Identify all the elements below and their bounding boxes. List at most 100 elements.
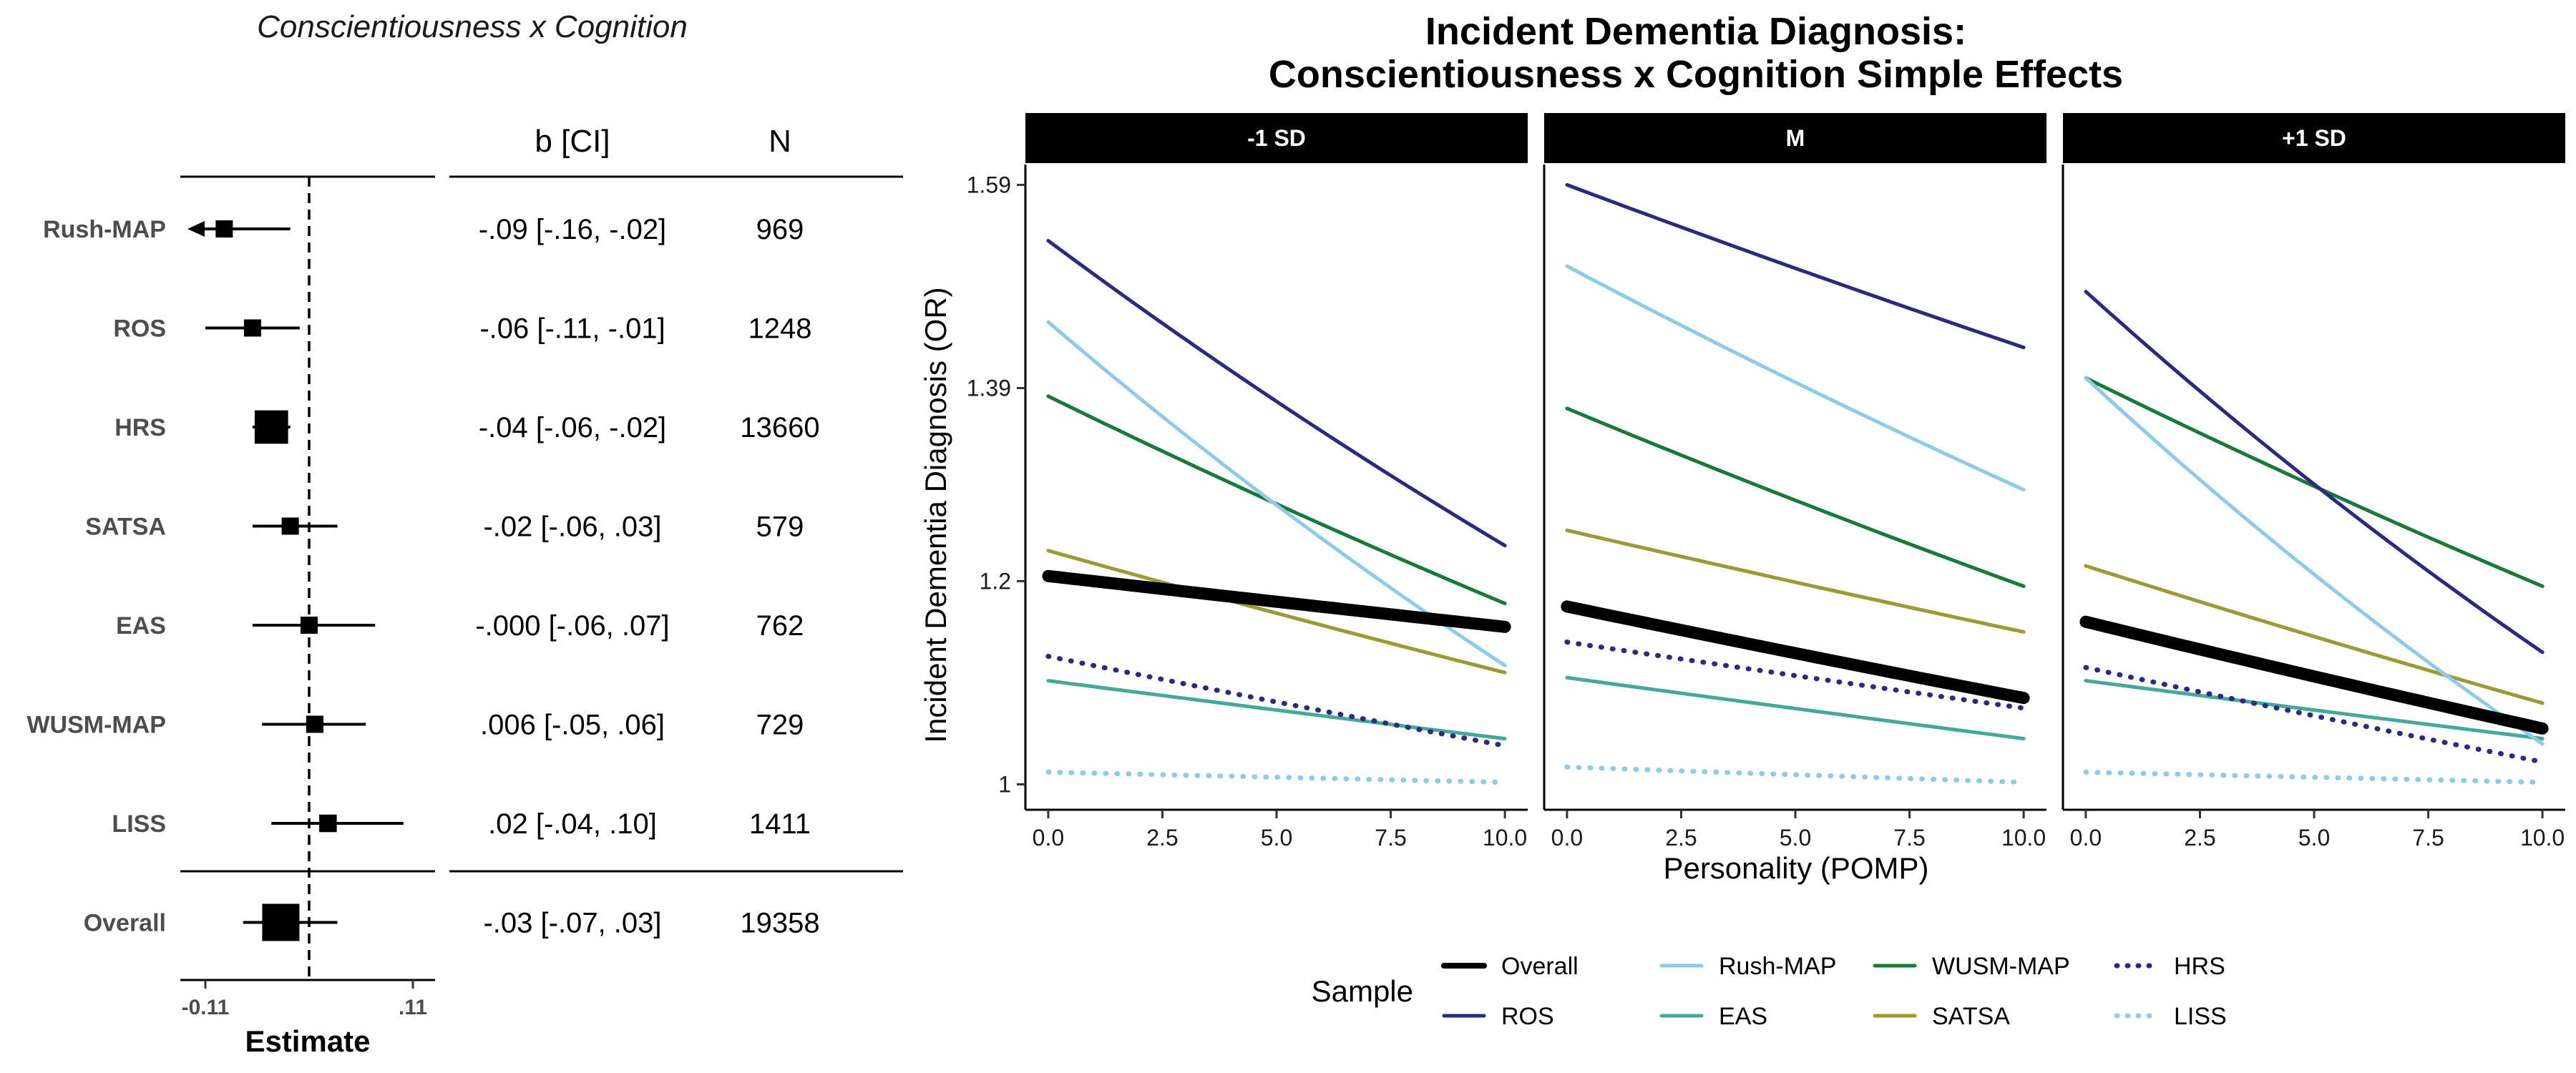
y-tick-label: 1.59	[967, 172, 1011, 197]
series-line-eas	[1046, 679, 1507, 741]
series-line-ros	[1046, 239, 1507, 548]
legend-label: Rush-MAP	[1719, 953, 1836, 980]
x-tick-label: 2.5	[2184, 825, 2215, 851]
forest-row-n: 579	[756, 511, 804, 543]
forest-row-label: SATSA	[85, 514, 166, 541]
chart-subtitle: Conscientiousness x Cognition Simple Eff…	[1269, 53, 2123, 96]
x-tick-label: 0.0	[2070, 825, 2102, 851]
legend-label: EAS	[1719, 1003, 1767, 1030]
forest-row-label: EAS	[116, 612, 166, 640]
series-line-overall	[2079, 615, 2549, 735]
forest-estimate-point	[243, 319, 261, 337]
forest-xaxis-label: Estimate	[245, 1024, 370, 1058]
facet-strip	[1025, 113, 1528, 163]
series-line-ros	[1565, 182, 2026, 350]
forest-row-label: Rush-MAP	[43, 216, 166, 243]
forest-estimate-point	[254, 410, 288, 444]
forest-row-estimate-text: .02 [-.04, .10]	[488, 808, 657, 840]
forest-x-tick-label: -0.11	[182, 996, 230, 1019]
forest-row-n: 1411	[749, 808, 811, 840]
x-tick-label: 5.0	[1780, 825, 1811, 851]
series-line-rush-map	[2084, 376, 2545, 746]
x-tick-label: 7.5	[1375, 825, 1406, 851]
series-line-satsa	[1046, 549, 1507, 675]
x-tick-label: 7.5	[2412, 825, 2444, 851]
legend-title: Sample	[1312, 974, 1413, 1008]
y-axis-title: Incident Dementia Diagnosis (OR)	[919, 287, 952, 743]
x-axis-title: Personality (POMP)	[1663, 851, 1928, 885]
chart-title: Incident Dementia Diagnosis:	[1425, 10, 1966, 53]
x-tick-label: 2.5	[1146, 825, 1178, 851]
series-line-overall	[1042, 569, 1511, 633]
forest-estimate-point	[262, 903, 300, 941]
series-line-liss	[1564, 764, 2026, 785]
forest-row-label: HRS	[114, 414, 166, 441]
x-tick-label: 0.0	[1033, 825, 1064, 851]
legend-label: SATSA	[1932, 1003, 2010, 1030]
series-line-hrs	[2083, 665, 2545, 765]
forest-row-n: 19358	[740, 908, 819, 939]
series-line-satsa	[1565, 528, 2026, 634]
x-tick-label: 10.0	[2001, 825, 2046, 851]
forest-col-n-header: N	[769, 124, 791, 159]
facet-strip-label: -1 SD	[1247, 125, 1306, 151]
forest-estimate-point	[306, 715, 323, 733]
facet-strip	[2063, 113, 2565, 163]
legend-label: LISS	[2174, 1003, 2227, 1030]
forest-plot: -0.11 .11 Rush-MAP -.09 [-.16, -.02] 969 ROS -…	[26, 175, 903, 1019]
x-tick-label: 5.0	[1261, 825, 1292, 851]
series-line-liss	[1045, 769, 1508, 785]
forest-estimate-point	[301, 617, 318, 634]
series-line-ros	[2084, 290, 2545, 655]
forest-row-n: 969	[756, 214, 804, 245]
forest-row-estimate-text: -.02 [-.06, .03]	[483, 511, 661, 543]
legend-label: WUSM-MAP	[1932, 953, 2070, 980]
forest-row-estimate-text: -.09 [-.16, -.02]	[479, 214, 666, 245]
x-tick-label: 2.5	[1665, 825, 1697, 851]
forest-estimate-point	[215, 220, 233, 237]
x-tick-label: 0.0	[1551, 825, 1583, 851]
legend-label: HRS	[2174, 953, 2225, 980]
series-line-overall	[1561, 600, 2030, 705]
series-line-wusm-map	[1046, 394, 1507, 606]
y-tick-label: 1.2	[980, 568, 1011, 594]
forest-x-tick-label: .11	[399, 996, 427, 1019]
x-tick-label: 10.0	[1483, 825, 1527, 851]
forest-row-n: 1248	[748, 313, 812, 345]
legend-label: Overall	[1501, 953, 1579, 980]
series-line-satsa	[2084, 564, 2545, 705]
forest-row-estimate-text: -.06 [-.11, -.01]	[479, 313, 665, 345]
forest-row-estimate-text: -.04 [-.06, -.02]	[479, 412, 666, 444]
forest-row-label: WUSM-MAP	[26, 712, 166, 739]
forest-row-n: 13660	[740, 412, 819, 444]
series-line-rush-map	[1565, 264, 2026, 492]
facet-strip-label: +1 SD	[2282, 125, 2346, 151]
series-line-liss	[2083, 769, 2545, 785]
forest-row-n: 729	[756, 710, 804, 741]
series-line-eas	[1565, 675, 2026, 741]
y-tick-label: 1.39	[967, 376, 1011, 401]
series-line-wusm-map	[1565, 406, 2026, 588]
forest-row-estimate-text: -.03 [-.07, .03]	[483, 908, 661, 939]
legend-label: ROS	[1501, 1003, 1554, 1030]
forest-row-label: Overall	[84, 910, 166, 937]
series-line-hrs	[1045, 654, 1508, 748]
series-line-eas	[2084, 679, 2545, 741]
forest-row-label: ROS	[113, 315, 166, 343]
forest-row-label: LISS	[112, 810, 166, 838]
facet-strip-label: M	[1786, 125, 1805, 151]
forest-ci-arrow	[187, 221, 205, 237]
series-line-hrs	[1564, 640, 2026, 711]
line-panels: -1 SD 0.0 2.5 5.0 7.5 10.0 1 1.2 1.39 1.59 M 0.0 2.5…	[967, 113, 2565, 851]
facet-strip	[1544, 113, 2046, 163]
forest-col-b-header: b [CI]	[535, 124, 610, 159]
forest-estimate-point	[319, 814, 337, 833]
x-tick-label: 5.0	[2298, 825, 2330, 851]
legend: Overall Rush-MAP WUSM-MAP HRS ROS EAS SATSA LIS…	[1441, 953, 2227, 1030]
forest-row-estimate-text: -.000 [-.06, .07]	[475, 610, 669, 642]
x-tick-label: 7.5	[1893, 825, 1925, 851]
forest-row-n: 762	[756, 610, 804, 642]
forest-estimate-point	[281, 517, 299, 535]
forest-title: Conscientiousness x Cognition	[257, 9, 688, 44]
